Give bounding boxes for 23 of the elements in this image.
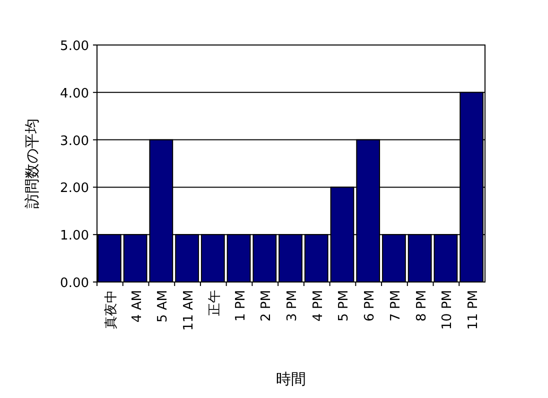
x-tick-label: 10 PM bbox=[440, 290, 456, 330]
x-tick-label: 2 PM bbox=[259, 290, 274, 322]
y-tick-label: 1.00 bbox=[60, 228, 89, 244]
x-tick-label: 11 PM bbox=[466, 290, 482, 330]
y-tick-label: 2.00 bbox=[60, 181, 89, 196]
x-tick-label: 1 PM bbox=[233, 290, 248, 322]
y-tick-label: 0.00 bbox=[60, 276, 89, 291]
x-tick-label: 5 AM bbox=[156, 290, 171, 323]
x-tick-label: 8 PM bbox=[414, 290, 430, 322]
y-tick-label: 5.00 bbox=[60, 39, 89, 54]
x-tick-label: 3 PM bbox=[285, 290, 300, 322]
x-tick-label: 6 PM bbox=[362, 290, 378, 322]
x-tick-label: 5 PM bbox=[336, 290, 352, 322]
x-axis-title: 時間 bbox=[276, 370, 306, 388]
y-tick-label: 3.00 bbox=[60, 134, 89, 149]
y-axis-title: 訪問数の平均 bbox=[23, 118, 41, 208]
x-tick-label: 4 PM bbox=[310, 290, 326, 322]
x-tick-label: 4 AM bbox=[130, 290, 145, 323]
x-tick-label: 正午 bbox=[207, 290, 222, 316]
y-tick-label: 4.00 bbox=[60, 86, 89, 102]
x-tick-label: 7 PM bbox=[388, 290, 404, 322]
x-tick-label: 11 AM bbox=[182, 290, 197, 331]
x-tick-label: 真夜中 bbox=[102, 290, 119, 329]
